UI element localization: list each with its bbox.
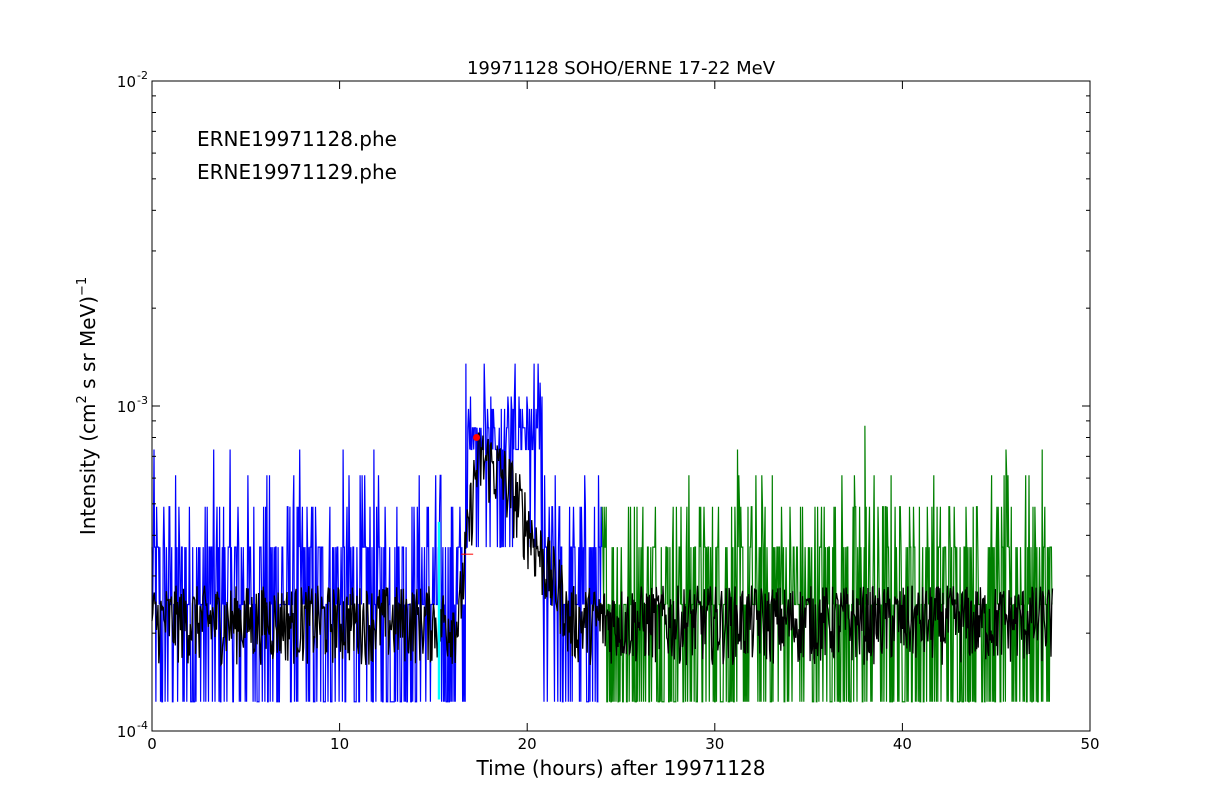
chart-title: 19971128 SOHO/ERNE 17-22 MeV [467, 58, 776, 79]
y-tick-label: 10 [117, 73, 136, 91]
y-tick-exponent: -2 [137, 69, 148, 82]
y-axis-label: Intensity (cm2 s sr MeV)−1 [75, 277, 100, 535]
y-axis-label-main: Intensity (cm [76, 403, 100, 535]
series-line-erne19971128-phe [151, 363, 603, 703]
y-tick-label: 10 [117, 723, 136, 741]
x-tick-label: 0 [147, 735, 157, 753]
x-tick-label: 40 [893, 735, 912, 753]
plot-area [151, 80, 1091, 732]
x-tick-label: 10 [330, 735, 349, 753]
series-line-erne19971129-phe [601, 425, 1053, 703]
x-axis-label: Time (hours) after 19971128 [476, 756, 766, 780]
y-axis: 10-210-310-4 [117, 69, 1090, 741]
series-layer [151, 363, 1054, 703]
y-axis-label-sup1: 2 [75, 395, 90, 403]
marker-0 [473, 433, 481, 441]
legend: ERNE19971128.phe ERNE19971129.phe [197, 127, 397, 184]
y-tick-exponent: -4 [137, 719, 148, 732]
y-tick-label: 10 [117, 398, 136, 416]
x-axis: 0 10 20 30 40 50 [147, 81, 1100, 753]
marker-layer [437, 433, 481, 700]
x-tick-label: 30 [705, 735, 724, 753]
y-axis-label-sup2: −1 [75, 277, 90, 296]
x-tick-label: 50 [1080, 735, 1099, 753]
y-axis-label-mid: s sr MeV) [76, 296, 100, 395]
legend-entry-erne19971129: ERNE19971129.phe [197, 160, 397, 184]
legend-entry-erne19971128: ERNE19971128.phe [197, 127, 397, 151]
x-tick-label: 20 [518, 735, 537, 753]
y-tick-exponent: -3 [137, 394, 148, 407]
series-line-smoothed [151, 432, 1054, 667]
